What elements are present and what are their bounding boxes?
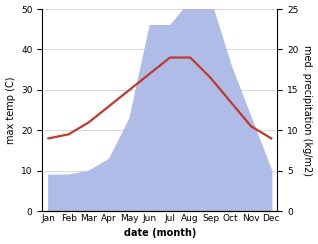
- Y-axis label: med. precipitation (kg/m2): med. precipitation (kg/m2): [302, 45, 313, 176]
- Y-axis label: max temp (C): max temp (C): [5, 76, 16, 144]
- X-axis label: date (month): date (month): [124, 228, 196, 238]
